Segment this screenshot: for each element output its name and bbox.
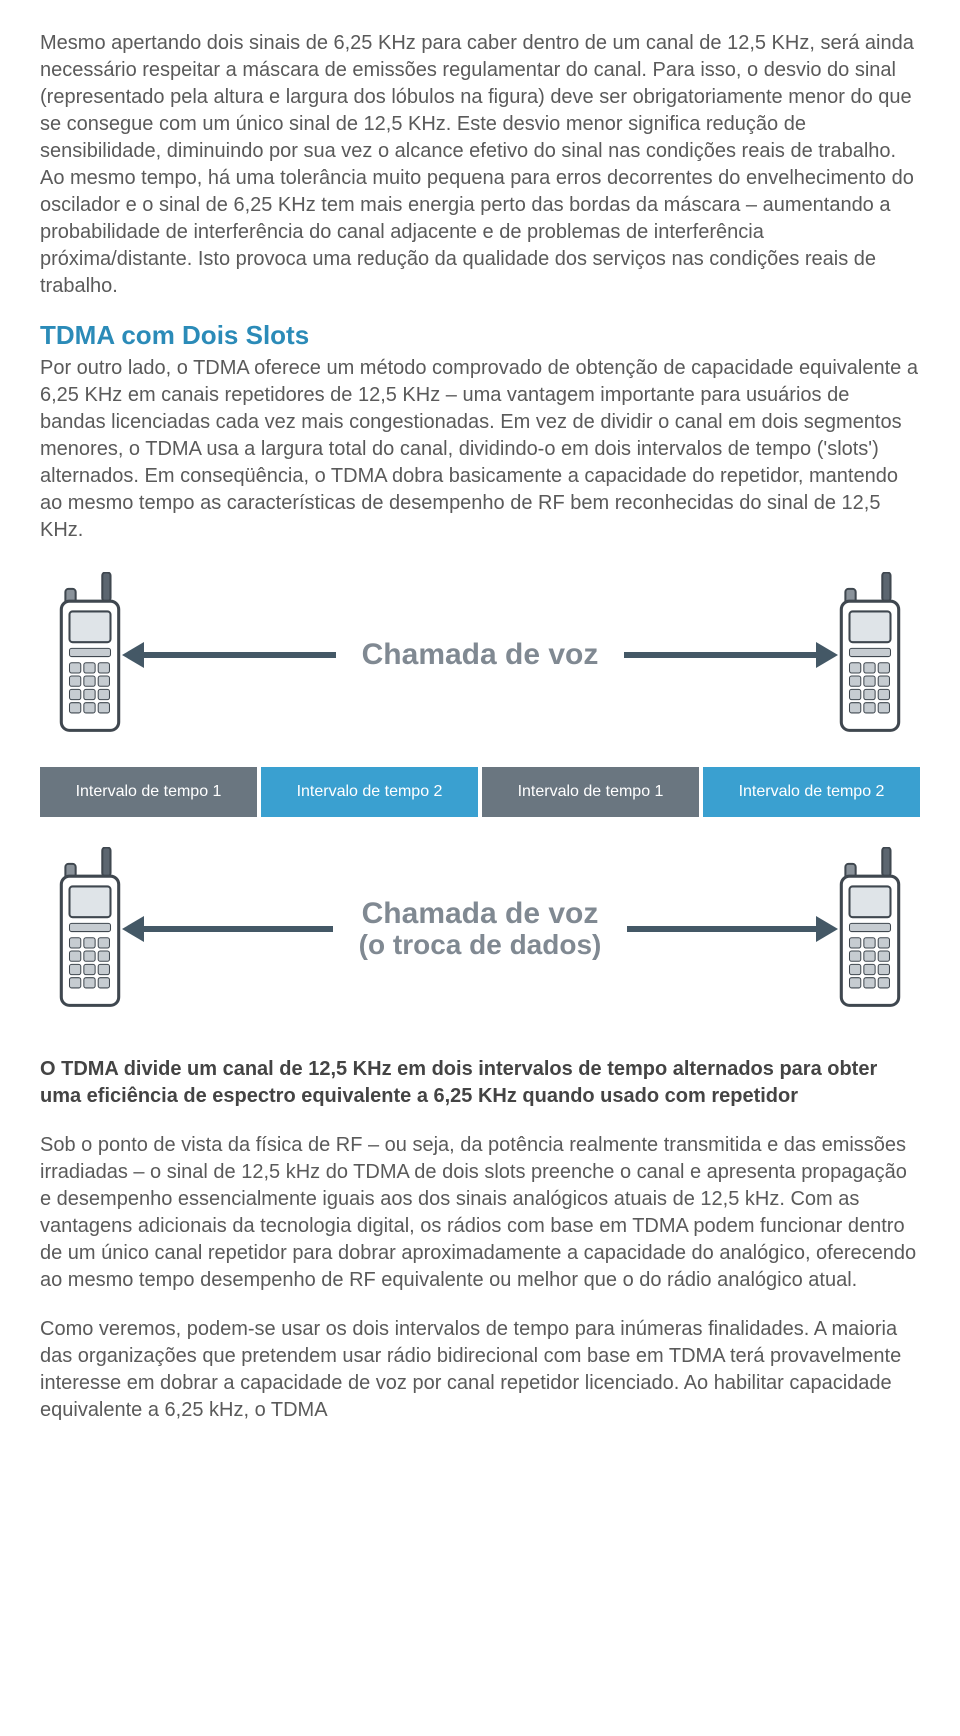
slot-item: Intervalo de tempo 2 xyxy=(261,767,478,817)
intro-paragraph: Mesmo apertando dois sinais de 6,25 KHz … xyxy=(40,30,920,300)
slot-item: Intervalo de tempo 1 xyxy=(40,767,257,817)
diagram-row-2: Chamada de voz (o troca de dados) xyxy=(40,847,920,1012)
call-label: Chamada de voz xyxy=(352,638,609,671)
arrow-right-icon xyxy=(627,926,820,932)
heading-paragraph: Por outro lado, o TDMA oferece um método… xyxy=(40,355,920,544)
call-arrow-group: Chamada de voz xyxy=(140,638,820,671)
section-heading: TDMA com Dois Slots xyxy=(40,318,920,353)
body-paragraph: Sob o ponto de vista da física de RF – o… xyxy=(40,1132,920,1294)
arrow-left-icon xyxy=(140,926,333,932)
body-paragraph: Como veremos, podem-se usar os dois inte… xyxy=(40,1316,920,1424)
call-label: Chamada de voz (o troca de dados) xyxy=(349,897,612,961)
slot-bar: Intervalo de tempo 1 Intervalo de tempo … xyxy=(40,767,920,817)
call-arrow-group: Chamada de voz (o troca de dados) xyxy=(140,897,820,961)
slot-item: Intervalo de tempo 1 xyxy=(482,767,699,817)
tdma-diagram: Chamada de voz Intervalo de tempo 1 Int xyxy=(40,572,920,1012)
call-label-line1: Chamada de voz xyxy=(359,897,602,930)
diagram-row-1: Chamada de voz xyxy=(40,572,920,737)
diagram-caption: O TDMA divide um canal de 12,5 KHz em do… xyxy=(40,1056,920,1110)
slot-item: Intervalo de tempo 2 xyxy=(703,767,920,817)
arrow-right-icon xyxy=(624,652,820,658)
arrow-left-icon xyxy=(140,652,336,658)
call-label-line2: (o troca de dados) xyxy=(359,930,602,961)
